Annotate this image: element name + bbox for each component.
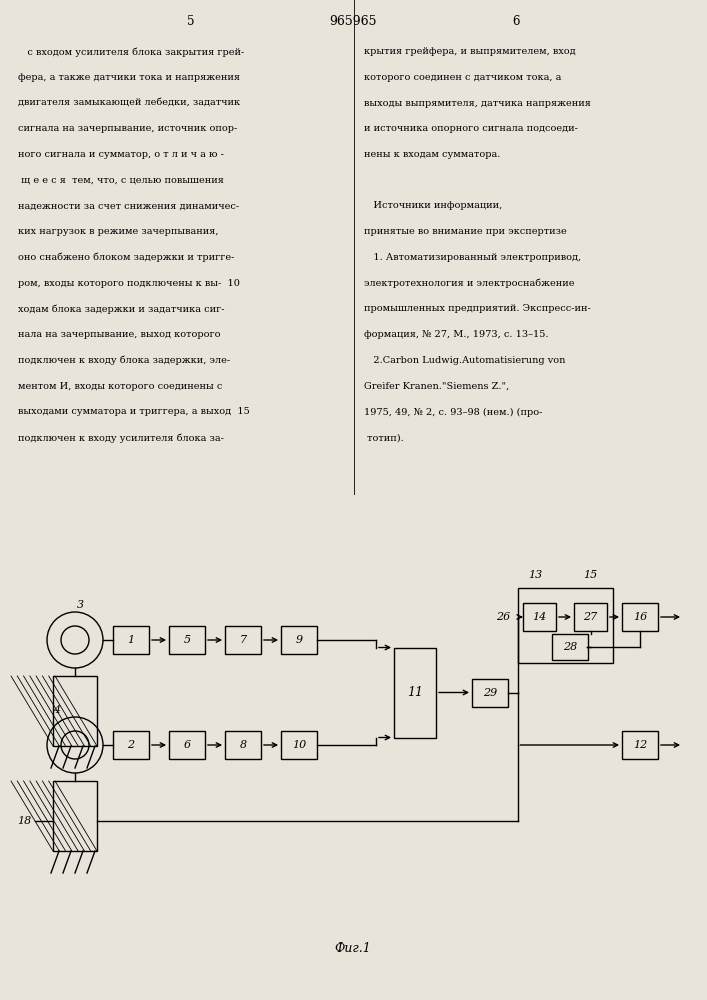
- Bar: [622, 731, 658, 759]
- Text: Фиг.1: Фиг.1: [334, 942, 371, 954]
- Bar: [225, 731, 261, 759]
- Text: 28: 28: [563, 642, 577, 652]
- Text: 5: 5: [183, 635, 191, 645]
- Text: и источника опорного сигнала подсоеди-: и источника опорного сигнала подсоеди-: [364, 124, 578, 133]
- Bar: [552, 634, 588, 660]
- Text: нала на зачерпывание, выход которого: нала на зачерпывание, выход которого: [18, 330, 220, 339]
- Text: промышленных предприятий. Экспресс-ин-: промышленных предприятий. Экспресс-ин-: [364, 304, 591, 313]
- Text: нены к входам сумматора.: нены к входам сумматора.: [364, 150, 501, 159]
- Text: которого соединен с датчиком тока, а: которого соединен с датчиком тока, а: [364, 73, 561, 82]
- Bar: [622, 603, 658, 631]
- Text: ходам блока задержки и задатчика сиг-: ходам блока задержки и задатчика сиг-: [18, 304, 224, 314]
- Text: 5: 5: [187, 15, 194, 28]
- Text: ких нагрузок в режиме зачерпывания,: ких нагрузок в режиме зачерпывания,: [18, 227, 218, 236]
- Text: 4: 4: [54, 705, 61, 715]
- Bar: [169, 626, 205, 654]
- Bar: [113, 731, 149, 759]
- Text: 14: 14: [532, 612, 547, 622]
- Text: щ е е с я  тем, что, с целью повышения: щ е е с я тем, что, с целью повышения: [18, 176, 223, 185]
- Text: 2: 2: [127, 740, 134, 750]
- Text: 7: 7: [240, 635, 247, 645]
- Text: оно снабжено блоком задержки и триггe-: оно снабжено блоком задержки и триггe-: [18, 253, 234, 262]
- Text: 1. Автоматизированный электропривод,: 1. Автоматизированный электропривод,: [364, 253, 581, 262]
- Text: 13: 13: [528, 570, 543, 580]
- Text: подключен к входу усилителя блока за-: подключен к входу усилителя блока за-: [18, 433, 223, 443]
- Text: 1975, 49, № 2, с. 93–98 (нем.) (про-: 1975, 49, № 2, с. 93–98 (нем.) (про-: [364, 407, 542, 417]
- Text: 12: 12: [633, 740, 647, 750]
- Text: 27: 27: [583, 612, 597, 622]
- Text: 10: 10: [292, 740, 306, 750]
- Bar: [574, 603, 607, 631]
- Text: ментом И, входы которого соединены с: ментом И, входы которого соединены с: [18, 382, 222, 391]
- Text: 6: 6: [513, 15, 520, 28]
- Text: 9: 9: [296, 635, 303, 645]
- Text: с входом усилителя блока закрытия грей-: с входом усилителя блока закрытия грей-: [18, 47, 244, 57]
- Text: 3: 3: [76, 600, 83, 610]
- Text: Источники информации,: Источники информации,: [364, 201, 503, 210]
- Text: 15: 15: [583, 570, 597, 580]
- Text: выходы выпрямителя, датчика напряжения: выходы выпрямителя, датчика напряжения: [364, 99, 591, 108]
- Bar: [225, 626, 261, 654]
- Text: принятые во внимание при экспертизе: принятые во внимание при экспертизе: [364, 227, 567, 236]
- Text: фера, а также датчики тока и напряжения: фера, а также датчики тока и напряжения: [18, 73, 240, 82]
- Text: ного сигнала и сумматор, о т л и ч а ю -: ного сигнала и сумматор, о т л и ч а ю -: [18, 150, 223, 159]
- Text: 1: 1: [127, 635, 134, 645]
- Bar: [113, 626, 149, 654]
- Text: 29: 29: [483, 688, 497, 698]
- Text: подключен к входу блока задержки, эле-: подключен к входу блока задержки, эле-: [18, 356, 230, 365]
- Text: 26: 26: [496, 612, 510, 622]
- Text: 16: 16: [633, 612, 647, 622]
- Text: надежности за счет снижения динамичес-: надежности за счет снижения динамичес-: [18, 201, 239, 210]
- Text: тотип).: тотип).: [364, 433, 404, 442]
- Text: Greifer Kranen."Siemens Z.",: Greifer Kranen."Siemens Z.",: [364, 382, 509, 391]
- Bar: [472, 678, 508, 706]
- Bar: [518, 587, 612, 662]
- Text: выходами сумматора и триггера, а выход  15: выходами сумматора и триггера, а выход 1…: [18, 407, 250, 416]
- Bar: [394, 648, 436, 738]
- Text: 18: 18: [17, 816, 31, 826]
- Bar: [281, 626, 317, 654]
- Text: крытия грейфера, и выпрямителем, вход: крытия грейфера, и выпрямителем, вход: [364, 47, 575, 56]
- Text: формация, № 27, М., 1973, с. 13–15.: формация, № 27, М., 1973, с. 13–15.: [364, 330, 549, 339]
- Text: двигателя замыкающей лебедки, задатчик: двигателя замыкающей лебедки, задатчик: [18, 99, 240, 108]
- Text: ром, входы которого подключены к вы-  10: ром, входы которого подключены к вы- 10: [18, 279, 240, 288]
- Text: сигнала на зачерпывание, источник опор-: сигнала на зачерпывание, источник опор-: [18, 124, 237, 133]
- Bar: [523, 603, 556, 631]
- Text: 2.Carbon Ludwig.Automatisierung von: 2.Carbon Ludwig.Automatisierung von: [364, 356, 566, 365]
- Text: 6: 6: [183, 740, 191, 750]
- Text: 11: 11: [407, 686, 423, 699]
- Text: 8: 8: [240, 740, 247, 750]
- Bar: [281, 731, 317, 759]
- Bar: [169, 731, 205, 759]
- Bar: [53, 781, 97, 851]
- Text: электротехнология и электроснабжение: электротехнология и электроснабжение: [364, 279, 575, 288]
- Text: 965965: 965965: [329, 15, 378, 28]
- Bar: [53, 676, 97, 746]
